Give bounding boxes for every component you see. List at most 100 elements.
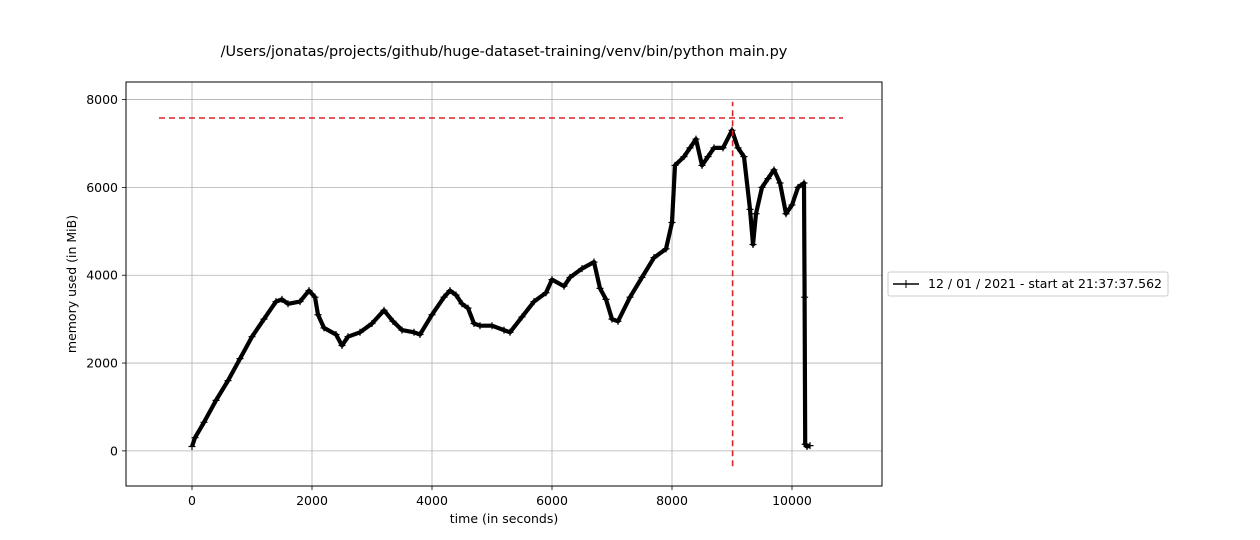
memory-series-marker (284, 300, 292, 308)
memory-series-marker (671, 161, 679, 169)
memory-series-marker (602, 295, 610, 303)
memory-series-marker (224, 377, 232, 385)
axis-ticks: 0 2000 4000 6000 8000 10000 0 2000 4000 6000 8000 (86, 92, 812, 508)
memory-series-marker (548, 276, 556, 284)
memory-series-marker (458, 300, 466, 308)
memory-series-marker (719, 144, 727, 152)
memory-series-marker (596, 284, 604, 292)
memory-series-marker (470, 320, 478, 328)
memory-series-marker (704, 153, 712, 161)
memory-series-marker (734, 144, 742, 152)
y-tick-label: 8000 (86, 92, 118, 107)
memory-series-marker (338, 341, 346, 349)
memory-series-marker (698, 161, 706, 169)
memory-series-marker (590, 258, 598, 266)
memory-series-marker (803, 442, 811, 450)
memory-series-marker (638, 273, 646, 281)
y-tick-label: 6000 (86, 180, 118, 195)
memory-series-marker (488, 322, 496, 330)
memory-series-marker (332, 331, 340, 338)
memory-series-marker (200, 418, 208, 426)
x-tick-label: 2000 (296, 493, 328, 508)
memory-series-marker (650, 254, 658, 262)
memory-series-marker (800, 179, 808, 187)
legend: 12 / 01 / 2021 - start at 21:37:37.562 (887, 271, 1169, 297)
memory-series-marker (320, 324, 328, 332)
memory-series-marker (410, 328, 418, 336)
y-tick-label: 4000 (86, 268, 118, 283)
memory-series-marker (344, 333, 352, 341)
memory-series-marker (476, 322, 484, 330)
memory-series-marker (770, 166, 778, 174)
memory-series-marker (440, 293, 448, 301)
memory-series-marker (212, 396, 220, 404)
legend-box (887, 271, 1169, 297)
memory-series-marker (530, 298, 538, 306)
memory-series-marker (626, 293, 634, 301)
memory-series-marker (260, 315, 268, 323)
memory-series-marker (710, 144, 718, 152)
memory-series-marker (788, 201, 796, 209)
memory-series-marker (398, 326, 406, 334)
memory-series-marker (428, 311, 436, 319)
memory-series-marker (686, 144, 694, 152)
memory-series-marker (191, 434, 199, 442)
legend-plus-marker (902, 280, 910, 288)
memory-series-marker (680, 153, 688, 161)
memory-series-marker (416, 331, 424, 338)
memory-series-marker (749, 240, 757, 248)
memory-series-marker (305, 287, 313, 295)
memory-series-marker (500, 326, 508, 334)
memory-series-marker (446, 287, 454, 295)
memory-series-marker (464, 304, 472, 312)
memory-series-marker (311, 293, 319, 301)
memory-series-marker (776, 179, 784, 187)
y-tick-label: 0 (110, 443, 118, 458)
plot-frame (125, 81, 883, 487)
memory-series-marker (746, 205, 754, 213)
memory-series-marker (296, 298, 304, 306)
memory-series-marker (758, 183, 766, 191)
memory-series-marker (188, 442, 196, 450)
memory-series-marker (248, 333, 256, 341)
memory-series-marker (314, 311, 322, 319)
y-axis-label: memory used (in MiB) (64, 215, 79, 353)
memory-series-marker (389, 317, 397, 325)
chart-title: /Users/jonatas/projects/github/huge-data… (221, 44, 788, 60)
x-tick-label: 6000 (536, 493, 568, 508)
memory-series-marker (578, 265, 586, 273)
memory-series-marker (782, 210, 790, 218)
memory-series-marker (608, 315, 616, 323)
memory-series-marker (692, 135, 700, 143)
x-tick-label: 0 (188, 493, 196, 508)
memory-series-marker (356, 328, 364, 336)
memory-series-marker (662, 245, 670, 253)
memory-series-marker (518, 313, 526, 321)
memory-series-marker (236, 355, 244, 363)
memory-series-marker (806, 442, 814, 450)
memory-series-marker (668, 219, 676, 227)
x-tick-label: 10000 (772, 493, 812, 508)
legend-entry-label: 12 / 01 / 2021 - start at 21:37:37.562 (928, 276, 1162, 291)
memory-series-marker (506, 328, 514, 336)
memory-series-marker (380, 306, 388, 314)
memory-series-marker (272, 298, 280, 306)
memory-series-marker (368, 320, 376, 328)
memory-series-marker (740, 153, 748, 161)
memory-series-marker (560, 282, 568, 290)
memory-series-marker (614, 317, 622, 325)
memory-series-marker (752, 210, 760, 218)
memory-series-marker (801, 293, 809, 301)
memory-series-marker (542, 289, 550, 297)
memory-series-marker (566, 273, 574, 281)
memory-series-marker (278, 295, 286, 303)
x-tick-label: 4000 (416, 493, 448, 508)
memory-series-marker (452, 291, 460, 299)
memory-series-marker (794, 183, 802, 191)
y-tick-label: 2000 (86, 356, 118, 371)
x-axis-label: time (in seconds) (450, 511, 558, 526)
grid (126, 82, 882, 486)
memory-series-marker (764, 175, 772, 183)
